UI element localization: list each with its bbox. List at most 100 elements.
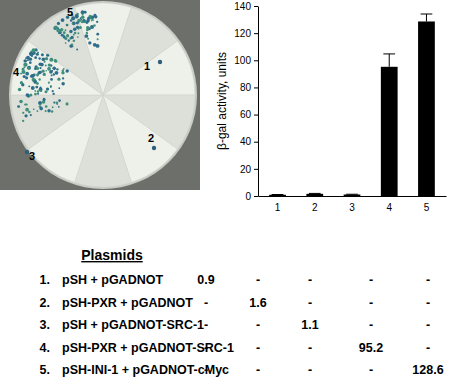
colony (66, 24, 68, 26)
colony (27, 67, 29, 69)
colony (97, 38, 99, 40)
table-cell: - (204, 296, 208, 310)
error-bar (272, 194, 284, 195)
row-number: 5. (40, 363, 50, 377)
colony (39, 86, 41, 88)
plate-wedge (103, 41, 195, 95)
colony (93, 24, 95, 26)
colony (36, 82, 39, 85)
colony (51, 74, 53, 76)
colony (45, 65, 47, 67)
error-stem (389, 54, 390, 67)
colony (54, 60, 57, 63)
colony (19, 100, 23, 104)
colony (30, 114, 32, 116)
y-tick-label: 140 (234, 1, 251, 12)
colony (66, 34, 69, 37)
colony (54, 59, 57, 62)
colony (84, 34, 88, 38)
colony (56, 101, 59, 104)
error-cap (383, 53, 395, 54)
x-tick-label: 5 (424, 202, 430, 213)
colony (22, 120, 24, 122)
colony (56, 28, 60, 32)
colony (93, 14, 96, 17)
colony (58, 106, 60, 108)
colony (81, 19, 83, 21)
y-tick-mark (254, 33, 258, 34)
colony (55, 71, 59, 75)
colony (38, 57, 40, 59)
colony (69, 44, 72, 47)
y-tick: 0 (245, 191, 258, 202)
colony (96, 33, 99, 36)
table-cell: - (426, 273, 430, 287)
y-axis: 020406080100120140 (234, 1, 258, 202)
x-tick: 1 (275, 196, 281, 213)
colony (68, 39, 70, 41)
colony (46, 54, 49, 57)
error-bar (346, 194, 358, 195)
table-cell: - (308, 296, 312, 310)
colony (40, 90, 42, 92)
colony (34, 68, 36, 70)
x-tick-label: 3 (349, 202, 355, 213)
colony (52, 90, 54, 92)
x-tick: 5 (424, 196, 430, 213)
colony (49, 70, 53, 74)
table-cell: - (256, 341, 260, 355)
table-cell: - (308, 363, 312, 377)
bar (418, 21, 435, 196)
table-cell: - (308, 341, 312, 355)
x-tick: 3 (349, 196, 355, 213)
colony (34, 90, 36, 92)
row-plasmids: pSH-PXR + pGADNOT-SRC-1 (62, 341, 234, 355)
colony (54, 25, 58, 29)
colony (26, 93, 30, 97)
colony (25, 108, 29, 112)
bar (381, 67, 398, 196)
colony (86, 26, 90, 30)
colony (72, 21, 76, 25)
bars (269, 14, 435, 196)
colony (62, 77, 64, 79)
colony (51, 110, 54, 113)
y-tick-label: 100 (234, 55, 251, 66)
colonies (17, 10, 162, 154)
colony (38, 78, 40, 80)
y-tick: 100 (234, 55, 258, 66)
colony (58, 33, 60, 35)
colony (20, 81, 23, 84)
bar (344, 195, 361, 196)
table-cell: - (256, 318, 260, 332)
sector-label: 2 (148, 132, 154, 144)
colony (17, 105, 20, 108)
y-tick-mark (254, 60, 258, 61)
colony (74, 32, 77, 35)
x-axis: 12345 (259, 196, 447, 213)
colony (76, 26, 79, 29)
colony (69, 30, 72, 33)
colony (73, 39, 75, 41)
table-cell: 1.1 (301, 318, 318, 332)
colony (57, 22, 60, 25)
colony (50, 78, 53, 81)
colony (82, 19, 85, 22)
colony (45, 110, 47, 112)
colony (71, 36, 74, 39)
row-plasmids: pSH + pGADNOT-SRC-1 (62, 318, 204, 332)
y-tick-label: 80 (240, 82, 252, 93)
table-cell: 95.2 (359, 341, 383, 355)
colony (45, 105, 48, 108)
colony (91, 20, 93, 22)
colony (29, 57, 32, 60)
y-tick: 20 (240, 164, 258, 175)
colony (50, 85, 52, 87)
colony (22, 70, 26, 74)
colony (72, 22, 75, 25)
colony (36, 110, 38, 112)
table-cell: - (369, 296, 373, 310)
colony (28, 111, 31, 114)
colony (53, 26, 57, 30)
y-tick-mark (254, 87, 258, 88)
